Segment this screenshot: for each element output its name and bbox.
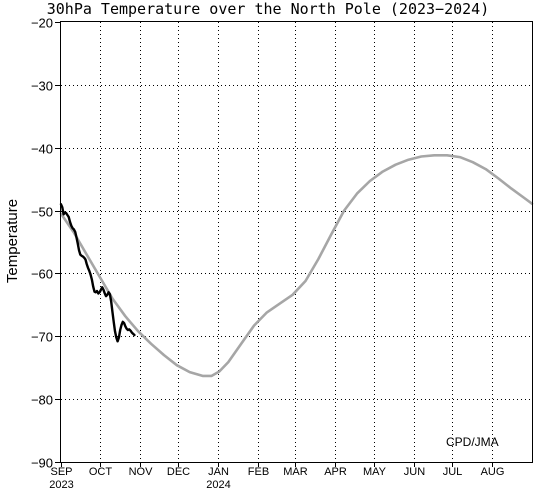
plot-frame [60, 21, 533, 463]
x-tick-label: FEB [248, 466, 269, 478]
x-year-label: 2024 [206, 479, 230, 491]
y-tick-label: −60 [31, 267, 53, 282]
y-tick-label: −40 [31, 142, 53, 157]
grid [61, 22, 532, 462]
y-tick-label: −50 [31, 205, 53, 220]
x-tick-label: MAY [363, 466, 387, 478]
observed-temperature-line [59, 203, 136, 343]
x-tick-label: AUG [481, 466, 505, 478]
y-tick-label: −70 [31, 330, 53, 345]
x-tick-label: JUN [404, 466, 425, 478]
x-tick-label: OCT [89, 466, 113, 478]
x-year-label: 2023 [49, 479, 73, 491]
series-group [59, 154, 534, 378]
x-tick-label: NOV [129, 466, 154, 478]
credit-label: CPD/JMA [446, 435, 499, 449]
y-tick-label: −80 [31, 393, 53, 408]
chart-title: 30hPa Temperature over the North Pole (2… [47, 0, 490, 18]
x-tick-label: APR [324, 466, 347, 478]
climatology-line [59, 154, 534, 378]
y-tick-label: −90 [31, 456, 53, 471]
x-tick-label: MAR [283, 466, 308, 478]
y-axis-label: Temperature [4, 199, 21, 283]
x-tick-label: DEC [167, 466, 190, 478]
x-tick-label: SEP [50, 466, 72, 478]
y-tick-label: −30 [31, 79, 53, 94]
y-tick-label: −20 [31, 16, 53, 31]
x-tick-label: JAN [208, 466, 229, 478]
x-tick-label: JUL [443, 466, 463, 478]
